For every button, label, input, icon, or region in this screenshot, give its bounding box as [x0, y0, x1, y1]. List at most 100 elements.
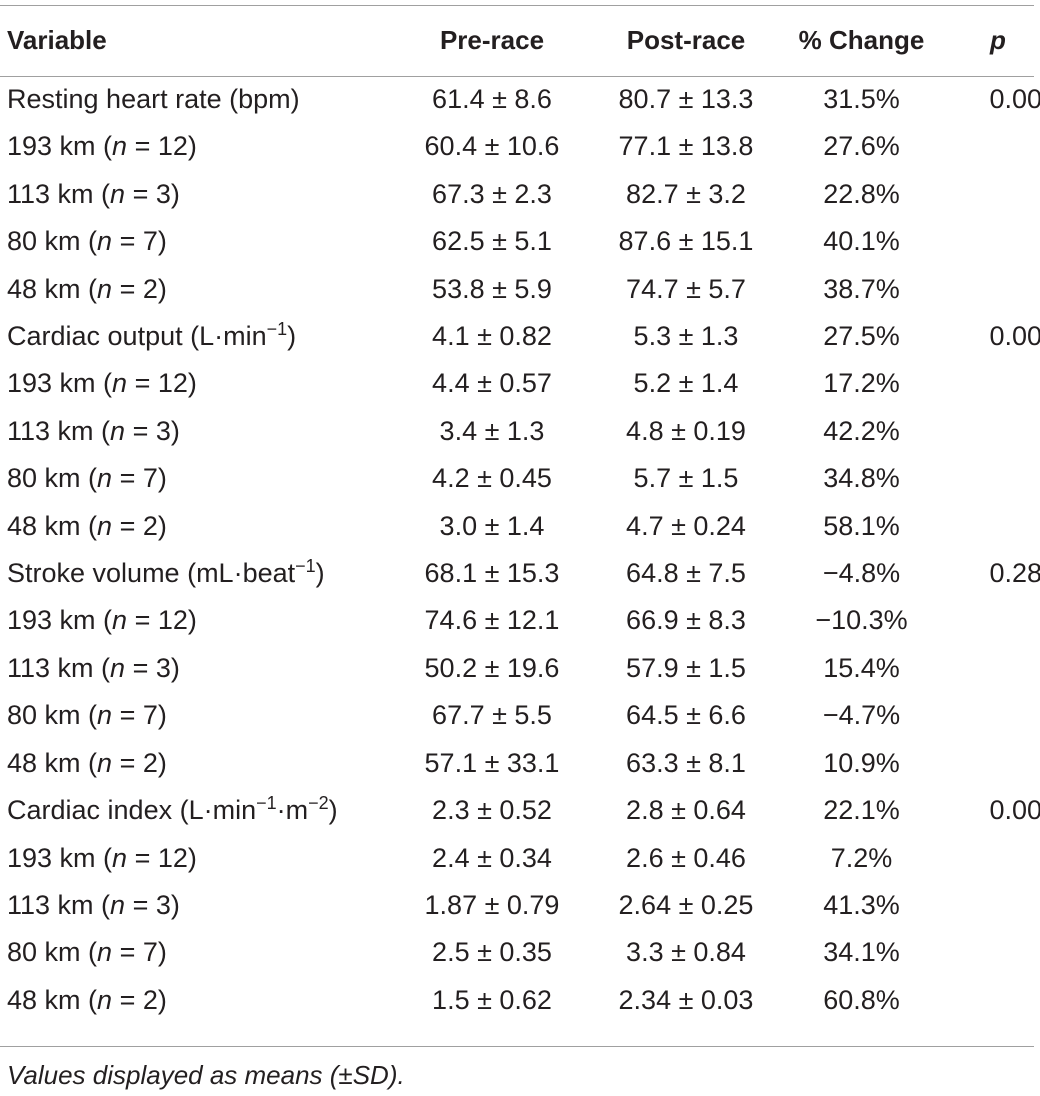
results-table: Variable Pre-race Post-race % Change p R…	[0, 17, 1040, 1024]
cell-percent-change: −4.8%	[822, 558, 901, 589]
cell-variable: Cardiac index (L·min−1·m−2)	[7, 793, 338, 826]
cell-p-value: 0.00	[989, 795, 1040, 826]
table-row: 193 km (n = 12) 4.4 ± 0.57 5.2 ± 1.4 17.2%	[0, 360, 1040, 407]
cell-post-race: 80.7 ± 13.3	[618, 84, 754, 114]
cell-pre-race: 60.4 ± 10.6	[424, 131, 560, 162]
cell-p-value	[940, 692, 1040, 739]
table-row: 80 km (n = 7) 67.7 ± 5.5 64.5 ± 6.6 −4.7%	[0, 692, 1040, 739]
table-row: 113 km (n = 3) 3.4 ± 1.3 4.8 ± 0.19 42.2%	[0, 408, 1040, 455]
cell-percent-change: 41.3%	[823, 889, 900, 920]
cell-variable: 80 km (n = 7)	[7, 226, 167, 257]
cell-percent-change: −10.3%	[815, 605, 908, 636]
cell-p-value	[940, 455, 1040, 502]
cell-post-race: 66.9 ± 8.3	[626, 605, 746, 636]
cell-post-race: 4.7 ± 0.24	[626, 510, 746, 541]
table-row: 80 km (n = 7) 62.5 ± 5.1 87.6 ± 15.1 40.1%	[0, 218, 1040, 265]
cell-variable: 193 km (n = 12)	[7, 368, 197, 399]
cell-post-race: 4.8 ± 0.19	[626, 415, 746, 446]
table-row: 113 km (n = 3) 1.87 ± 0.79 2.64 ± 0.25 41.3…	[0, 882, 1040, 929]
cell-variable: Stroke volume (mL·beat−1)	[7, 556, 325, 589]
cell-pre-race: 68.1 ± 15.3	[424, 558, 560, 589]
cell-pre-race: 57.1 ± 33.1	[424, 747, 560, 778]
table-row: 48 km (n = 2) 57.1 ± 33.1 63.3 ± 8.1 10.9%	[0, 740, 1040, 787]
header-pre-race: Pre-race	[439, 25, 545, 55]
header-post-race: Post-race	[626, 25, 746, 55]
table-row: 113 km (n = 3) 50.2 ± 19.6 57.9 ± 1.5 15.4%	[0, 645, 1040, 692]
cell-p-value	[940, 740, 1040, 787]
cell-percent-change: 58.1%	[823, 510, 900, 541]
cell-percent-change: 34.1%	[823, 937, 900, 968]
table-row: 193 km (n = 12) 2.4 ± 0.34 2.6 ± 0.46 7.2%	[0, 835, 1040, 882]
table-row: 80 km (n = 7) 2.5 ± 0.35 3.3 ± 0.84 34.1%	[0, 929, 1040, 976]
table-row: 48 km (n = 2) 1.5 ± 0.62 2.34 ± 0.03 60.8%	[0, 977, 1040, 1024]
cell-pre-race: 61.4 ± 8.6	[432, 84, 552, 114]
cell-pre-race: 1.5 ± 0.62	[432, 984, 552, 1015]
cell-variable: 113 km (n = 3)	[7, 415, 180, 446]
cell-post-race: 63.3 ± 8.1	[626, 747, 746, 778]
cell-percent-change: 42.2%	[823, 415, 900, 446]
cell-p-value	[940, 171, 1040, 218]
cell-variable: 48 km (n = 2)	[7, 984, 167, 1015]
table-body: Resting heart rate (bpm) 61.4 ± 8.6 80.7 ±…	[0, 64, 1040, 1024]
cell-percent-change: 27.5%	[823, 321, 900, 352]
cell-post-race: 64.5 ± 6.6	[626, 700, 746, 731]
cell-percent-change: 40.1%	[823, 226, 900, 257]
cell-percent-change: −4.7%	[822, 700, 901, 731]
cell-variable: 48 km (n = 2)	[7, 747, 167, 778]
cell-percent-change: 31.5%	[823, 84, 900, 114]
cell-percent-change: 38.7%	[823, 273, 900, 304]
cell-variable: Cardiac output (L·min−1)	[7, 319, 297, 352]
cell-p-value: 0.00	[989, 84, 1040, 114]
cell-p-value	[940, 597, 1040, 644]
cell-percent-change: 17.2%	[823, 368, 900, 399]
cell-pre-race: 1.87 ± 0.79	[424, 889, 560, 920]
cell-post-race: 5.3 ± 1.3	[633, 321, 739, 352]
cell-p-value	[940, 266, 1040, 313]
cell-post-race: 64.8 ± 7.5	[626, 558, 746, 589]
cell-post-race: 5.2 ± 1.4	[633, 368, 739, 399]
cell-p-value	[940, 977, 1040, 1024]
header-variable: Variable	[7, 25, 107, 55]
cell-variable: 193 km (n = 12)	[7, 605, 197, 636]
cell-post-race: 3.3 ± 0.84	[626, 937, 746, 968]
cell-p-value	[940, 218, 1040, 265]
cell-p-value: 0.00	[989, 321, 1040, 352]
header-p-value: p	[990, 25, 1006, 55]
cell-post-race: 2.64 ± 0.25	[618, 889, 754, 920]
cell-percent-change: 15.4%	[823, 652, 900, 683]
cell-variable: 48 km (n = 2)	[7, 510, 167, 541]
cell-p-value	[940, 882, 1040, 929]
cell-percent-change: 22.8%	[823, 178, 900, 209]
cell-percent-change: 27.6%	[823, 131, 900, 162]
cell-pre-race: 2.3 ± 0.52	[432, 795, 552, 826]
cell-post-race: 87.6 ± 15.1	[618, 226, 754, 257]
table-header-rule	[0, 76, 1034, 77]
table-header-row: Variable Pre-race Post-race % Change p	[0, 17, 1040, 64]
table-top-rule	[0, 5, 1034, 6]
cell-post-race: 74.7 ± 5.7	[626, 273, 746, 304]
cell-variable: 48 km (n = 2)	[7, 273, 167, 304]
table-row: Cardiac output (L·min−1) 4.1 ± 0.82 5.3 ± …	[0, 313, 1040, 360]
cell-p-value	[940, 835, 1040, 882]
cell-pre-race: 53.8 ± 5.9	[432, 273, 552, 304]
cell-post-race: 2.34 ± 0.03	[618, 984, 754, 1015]
cell-pre-race: 3.0 ± 1.4	[439, 510, 545, 541]
table-row: 48 km (n = 2) 3.0 ± 1.4 4.7 ± 0.24 58.1%	[0, 503, 1040, 550]
cell-pre-race: 2.5 ± 0.35	[432, 937, 552, 968]
cell-variable: 193 km (n = 12)	[7, 131, 197, 162]
cell-pre-race: 50.2 ± 19.6	[424, 652, 560, 683]
cell-variable: 80 km (n = 7)	[7, 700, 167, 731]
cell-p-value	[940, 408, 1040, 455]
header-percent-change: % Change	[798, 25, 925, 55]
cell-variable: Resting heart rate (bpm)	[7, 84, 300, 114]
cell-post-race: 82.7 ± 3.2	[626, 178, 746, 209]
cell-percent-change: 10.9%	[823, 747, 900, 778]
header-spacer	[0, 64, 1040, 76]
cell-percent-change: 7.2%	[830, 842, 893, 873]
cell-pre-race: 67.7 ± 5.5	[432, 700, 552, 731]
cell-variable: 113 km (n = 3)	[7, 178, 180, 209]
table-row: Cardiac index (L·min−1·m−2) 2.3 ± 0.52 2.8…	[0, 787, 1040, 834]
cell-post-race: 2.6 ± 0.46	[626, 842, 746, 873]
cell-variable: 80 km (n = 7)	[7, 937, 167, 968]
cell-pre-race: 2.4 ± 0.34	[432, 842, 552, 873]
